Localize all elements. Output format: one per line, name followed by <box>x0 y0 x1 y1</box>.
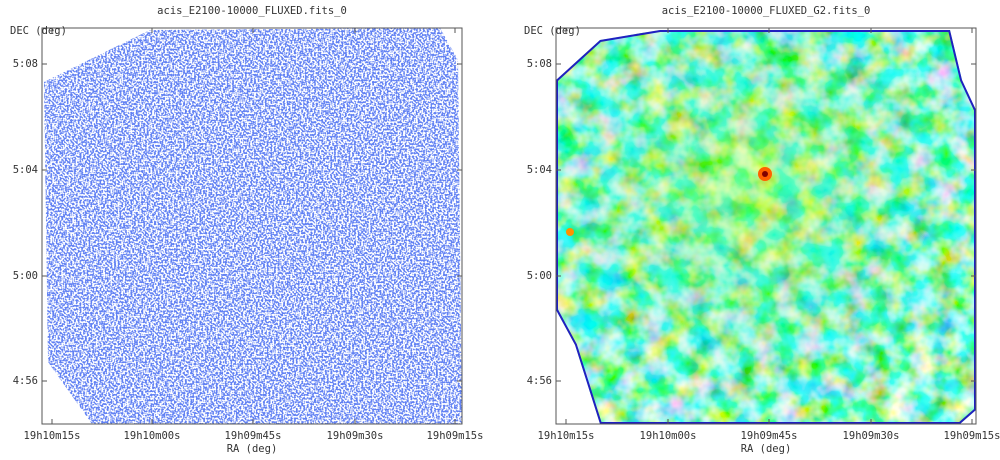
image-raw <box>44 28 462 424</box>
x-tick-label: 19h09m45s <box>741 430 798 442</box>
y-tick-label: 4:56 <box>13 375 38 387</box>
x-tick-label: 19h09m30s <box>327 430 384 442</box>
x-tick-label: 19h10m00s <box>124 430 181 442</box>
y-axis-label: DEC (deg) <box>524 25 581 37</box>
x-tick-label: 19h09m30s <box>843 430 900 442</box>
plot-frame <box>555 27 977 425</box>
x-tick-label: 19h10m00s <box>640 430 697 442</box>
x-tick-label: 19h10m15s <box>24 430 81 442</box>
panel-title: acis_E2100-10000_FLUXED.fits_0 <box>157 5 347 17</box>
image-smoothed <box>556 30 976 424</box>
y-tick-label: 5:04 <box>13 164 38 176</box>
y-tick-label: 5:00 <box>527 270 552 282</box>
x-axis-label: RA (deg) <box>741 443 792 455</box>
panel-title: acis_E2100-10000_FLUXED_G2.fits_0 <box>662 5 871 17</box>
y-tick-label: 5:04 <box>527 164 552 176</box>
y-tick-label: 5:08 <box>527 58 552 70</box>
y-tick-label: 4:56 <box>527 375 552 387</box>
x-tick-label: 19h09m15s <box>944 430 1000 442</box>
x-tick-label: 19h10m15s <box>538 430 595 442</box>
plot-frame <box>41 27 463 425</box>
y-tick-label: 5:08 <box>13 58 38 70</box>
x-tick-label: 19h09m15s <box>427 430 484 442</box>
x-tick-label: 19h09m45s <box>225 430 282 442</box>
x-axis-label: RA (deg) <box>227 443 278 455</box>
y-tick-label: 5:00 <box>13 270 38 282</box>
y-axis-label: DEC (deg) <box>10 25 67 37</box>
